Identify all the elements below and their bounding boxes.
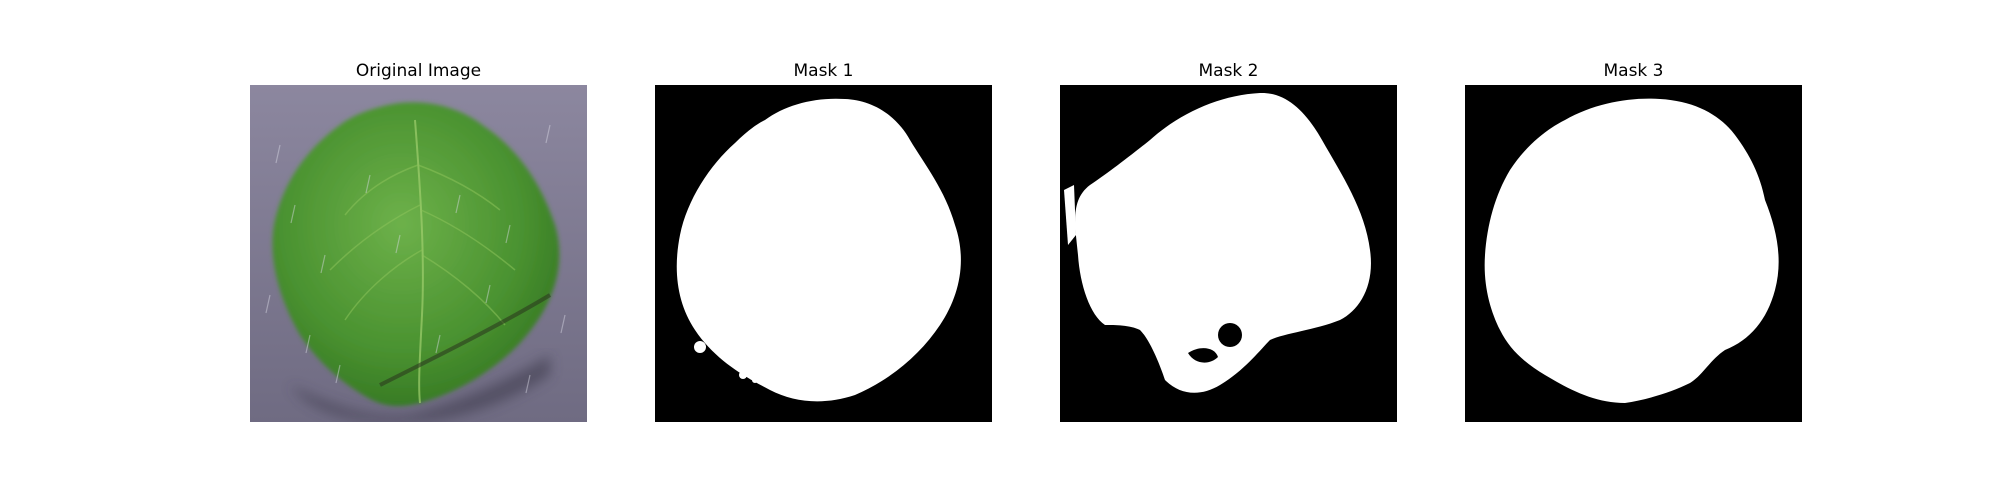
mask-3-title: Mask 3: [1603, 61, 1664, 81]
mask-2-image: [1060, 85, 1397, 422]
mask-3-panel: Mask 3: [1465, 57, 1802, 422]
mask-1-image: [655, 85, 992, 422]
mask-2-panel: Mask 2: [1060, 57, 1397, 422]
mask-1-panel: Mask 1: [655, 57, 992, 422]
mask-2-title: Mask 2: [1198, 61, 1259, 81]
mask-1-title: Mask 1: [793, 61, 854, 81]
mask-3-image: [1465, 85, 1802, 422]
original-leaf-image: [250, 85, 587, 422]
original-image-title: Original Image: [355, 61, 482, 81]
original-image-panel: Original Image: [250, 57, 587, 422]
